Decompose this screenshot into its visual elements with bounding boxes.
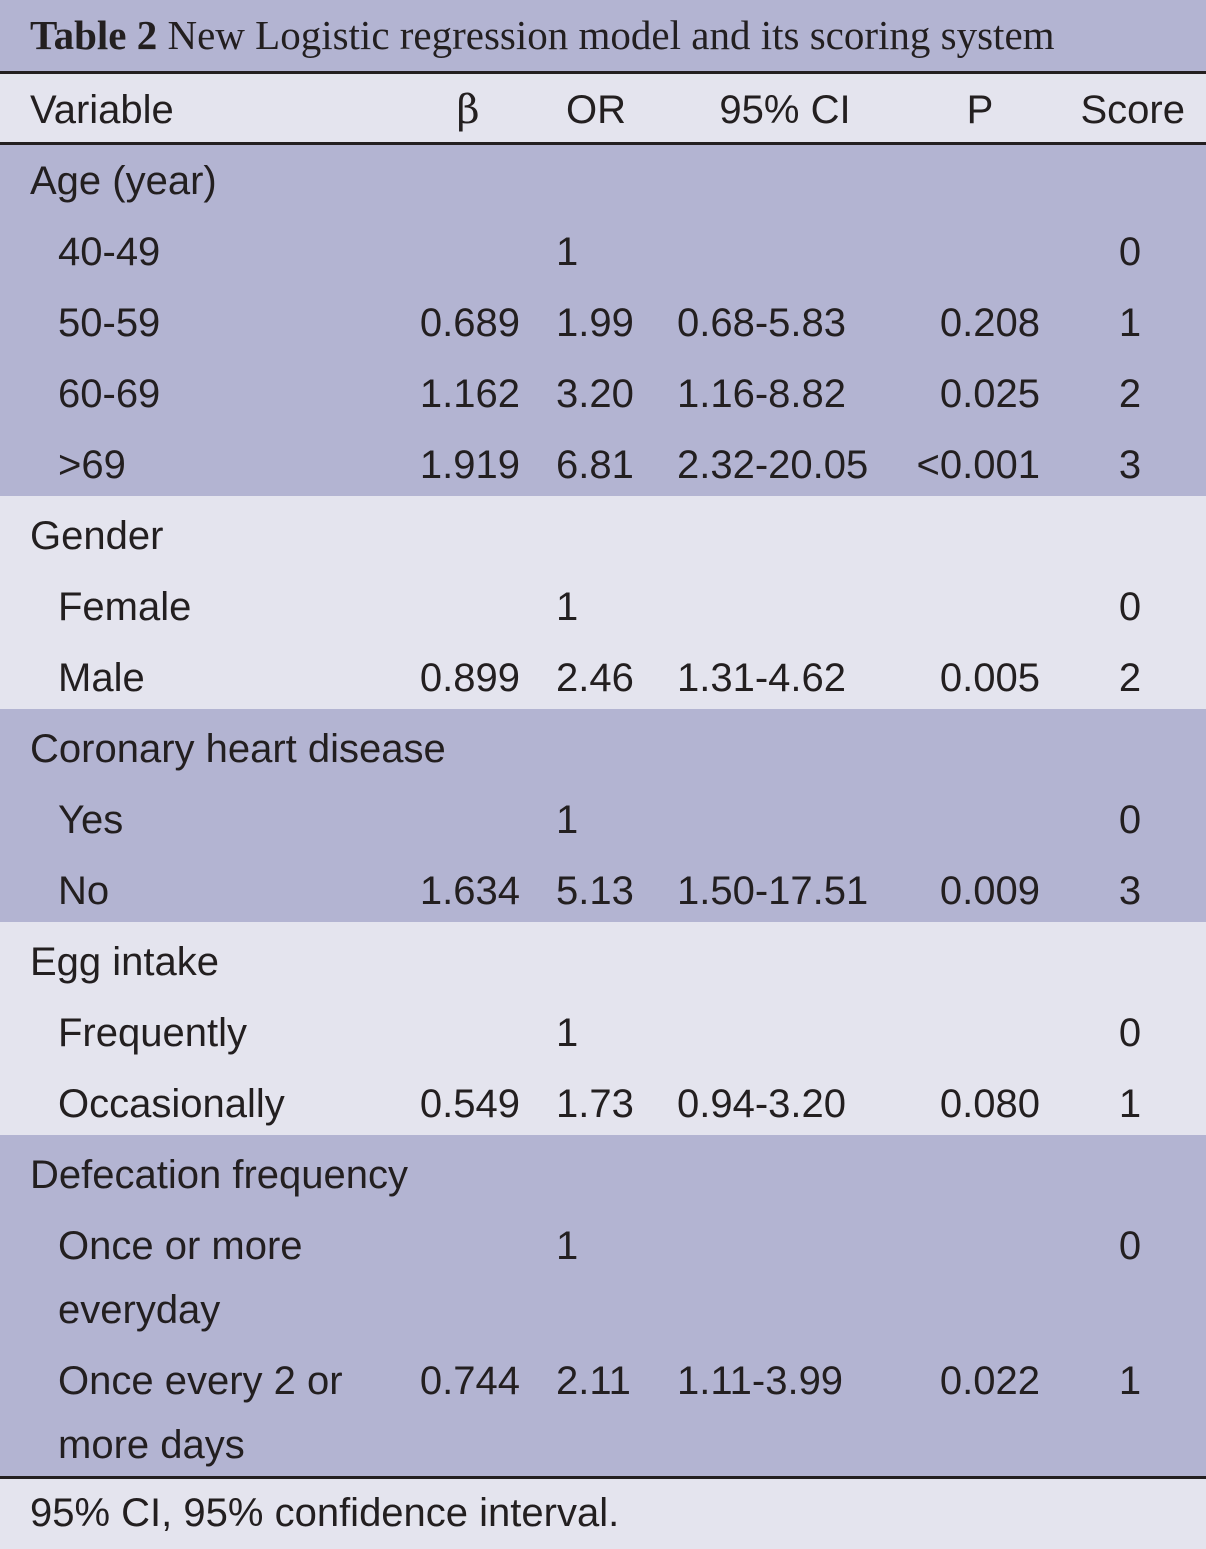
header-rule bbox=[0, 142, 1206, 145]
table-footnote: 95% CI, 95% confidence interval. bbox=[30, 1491, 620, 1535]
cell-beta: 0.689 bbox=[419, 301, 520, 345]
cell-beta: 0.899 bbox=[419, 656, 520, 700]
cell-beta: 1.162 bbox=[419, 372, 520, 416]
table-title: New Logistic regression model and its sc… bbox=[167, 12, 1055, 58]
group-label: Egg intake bbox=[30, 940, 220, 984]
table-label: Table 2 bbox=[30, 12, 158, 58]
group-label: Defecation frequency bbox=[30, 1153, 409, 1197]
cell-score: 0 bbox=[1118, 798, 1142, 842]
bottom-rule bbox=[0, 1476, 1206, 1479]
cell-p: 0.009 bbox=[939, 869, 1040, 913]
cell-or: 1 bbox=[556, 585, 579, 629]
top-rule bbox=[0, 71, 1206, 74]
cell-score: 3 bbox=[1118, 869, 1142, 913]
cell-beta: 0.744 bbox=[419, 1359, 520, 1403]
cell-or: 2.46 bbox=[556, 656, 634, 700]
cell-beta: 0.549 bbox=[419, 1082, 520, 1126]
cell-ci: 1.16-8.82 bbox=[677, 372, 847, 416]
row-variable: 50-59 bbox=[58, 301, 161, 345]
table-caption: Table 2 New Logistic regression model an… bbox=[0, 0, 1206, 71]
cell-ci: 0.68-5.83 bbox=[677, 301, 847, 345]
cell-ci: 0.94-3.20 bbox=[677, 1082, 847, 1126]
group-label: Age (year) bbox=[30, 159, 217, 203]
header-ci: 95% CI bbox=[719, 88, 851, 132]
cell-or: 1.99 bbox=[556, 301, 634, 345]
cell-score: 1 bbox=[1118, 1082, 1142, 1126]
row-variable: Yes bbox=[58, 798, 124, 842]
group-band-defecation bbox=[0, 1135, 1206, 1476]
row-variable: Frequently bbox=[58, 1011, 247, 1055]
row-variable: Once every 2 or bbox=[58, 1359, 343, 1403]
cell-p: 0.022 bbox=[939, 1359, 1040, 1403]
cell-beta: 1.919 bbox=[419, 443, 520, 487]
cell-or: 1.73 bbox=[556, 1082, 634, 1126]
row-variable: 40-49 bbox=[58, 230, 161, 274]
header-p: P bbox=[966, 88, 994, 132]
cell-score: 1 bbox=[1118, 1359, 1142, 1403]
cell-or: 1 bbox=[556, 230, 579, 274]
row-variable: Once or more bbox=[58, 1224, 303, 1268]
header-score: Score bbox=[1080, 88, 1186, 132]
header-or: OR bbox=[566, 88, 626, 132]
row-variable: >69 bbox=[58, 443, 126, 487]
cell-or: 1 bbox=[556, 798, 579, 842]
group-band-gender bbox=[0, 496, 1206, 709]
row-variable: 60-69 bbox=[58, 372, 161, 416]
cell-beta: 1.634 bbox=[419, 869, 520, 913]
cell-or: 5.13 bbox=[556, 869, 634, 913]
cell-or: 2.11 bbox=[556, 1359, 631, 1403]
cell-score: 2 bbox=[1118, 656, 1142, 700]
group-band-egg bbox=[0, 922, 1206, 1135]
cell-ci: 1.31-4.62 bbox=[677, 656, 847, 700]
header-variable: Variable bbox=[30, 88, 174, 132]
cell-p: 0.005 bbox=[939, 656, 1040, 700]
cell-or: 6.81 bbox=[556, 443, 634, 487]
group-label: Gender bbox=[30, 514, 164, 558]
row-variable-cont: everyday bbox=[58, 1288, 221, 1332]
header-row: Variable β OR 95% CI P Score bbox=[0, 74, 1206, 142]
cell-score: 0 bbox=[1118, 1011, 1142, 1055]
cell-score: 0 bbox=[1118, 1224, 1142, 1268]
group-label: Coronary heart disease bbox=[30, 727, 446, 771]
cell-ci: 2.32-20.05 bbox=[677, 443, 869, 487]
cell-score: 0 bbox=[1118, 230, 1142, 274]
cell-p: <0.001 bbox=[916, 443, 1040, 487]
cell-score: 1 bbox=[1118, 301, 1142, 345]
row-variable: Female bbox=[58, 585, 192, 629]
cell-or: 1 bbox=[556, 1224, 579, 1268]
header-beta: β bbox=[456, 87, 480, 133]
cell-or: 3.20 bbox=[556, 372, 634, 416]
group-band-age bbox=[0, 145, 1206, 496]
cell-ci: 1.50-17.51 bbox=[677, 869, 869, 913]
cell-score: 3 bbox=[1118, 443, 1142, 487]
cell-p: 0.208 bbox=[939, 301, 1040, 345]
cell-or: 1 bbox=[556, 1011, 579, 1055]
group-band-chd bbox=[0, 709, 1206, 922]
cell-p: 0.025 bbox=[939, 372, 1040, 416]
cell-ci: 1.11-3.99 bbox=[677, 1359, 844, 1403]
cell-p: 0.080 bbox=[939, 1082, 1040, 1126]
row-variable: No bbox=[58, 869, 110, 913]
row-variable-cont: more days bbox=[58, 1423, 245, 1467]
cell-score: 2 bbox=[1118, 372, 1142, 416]
row-variable: Occasionally bbox=[58, 1082, 285, 1126]
row-variable: Male bbox=[58, 656, 145, 700]
cell-score: 0 bbox=[1118, 585, 1142, 629]
